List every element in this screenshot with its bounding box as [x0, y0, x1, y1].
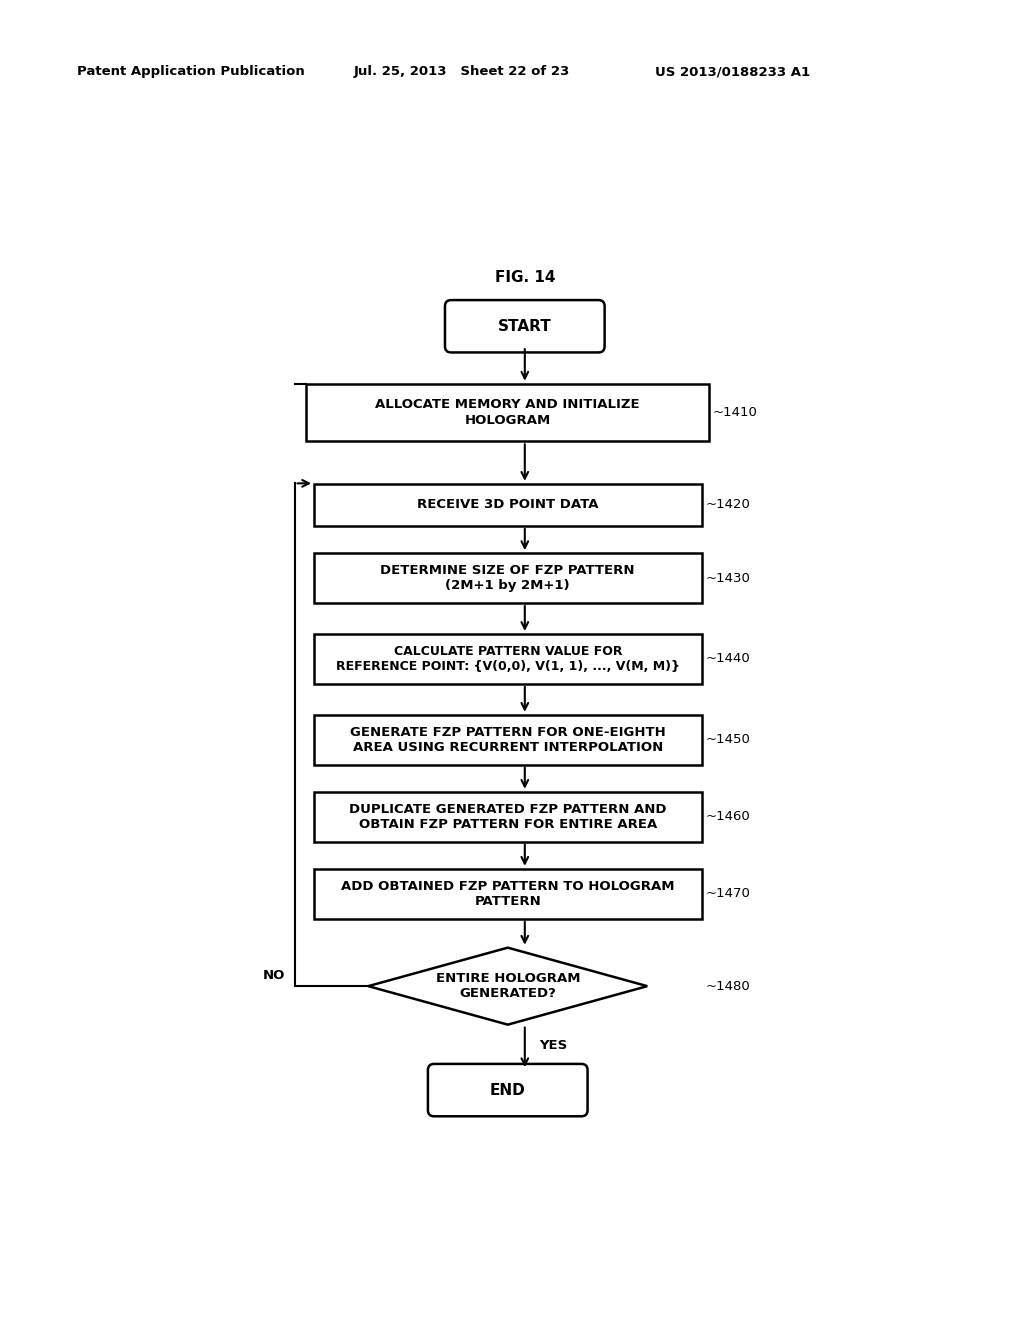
Text: ADD OBTAINED FZP PATTERN TO HOLOGRAM
PATTERN: ADD OBTAINED FZP PATTERN TO HOLOGRAM PAT… — [341, 879, 675, 908]
Bar — [314, 714, 701, 764]
Text: ~1420: ~1420 — [706, 499, 751, 511]
Text: START: START — [498, 318, 552, 334]
FancyBboxPatch shape — [428, 1064, 588, 1117]
Text: ~1460: ~1460 — [706, 810, 751, 824]
Text: FIG. 14: FIG. 14 — [495, 271, 555, 285]
Text: ~1450: ~1450 — [706, 733, 751, 746]
FancyBboxPatch shape — [445, 300, 604, 352]
Bar — [314, 483, 701, 527]
Text: GENERATE FZP PATTERN FOR ONE-EIGHTH
AREA USING RECURRENT INTERPOLATION: GENERATE FZP PATTERN FOR ONE-EIGHTH AREA… — [350, 726, 666, 754]
Text: Jul. 25, 2013   Sheet 22 of 23: Jul. 25, 2013 Sheet 22 of 23 — [353, 66, 569, 78]
Bar — [314, 792, 701, 842]
Text: DETERMINE SIZE OF FZP PATTERN
(2M+1 by 2M+1): DETERMINE SIZE OF FZP PATTERN (2M+1 by 2… — [381, 564, 635, 593]
Text: NO: NO — [263, 969, 286, 982]
Text: RECEIVE 3D POINT DATA: RECEIVE 3D POINT DATA — [417, 499, 598, 511]
Text: Patent Application Publication: Patent Application Publication — [77, 66, 304, 78]
Text: ~1410: ~1410 — [713, 407, 758, 418]
Bar — [314, 634, 701, 684]
Text: ~1470: ~1470 — [706, 887, 751, 900]
Text: ~1430: ~1430 — [706, 572, 751, 585]
Text: US 2013/0188233 A1: US 2013/0188233 A1 — [655, 66, 810, 78]
Text: ~1480: ~1480 — [706, 979, 751, 993]
Text: ALLOCATE MEMORY AND INITIALIZE
HOLOGRAM: ALLOCATE MEMORY AND INITIALIZE HOLOGRAM — [376, 399, 640, 426]
Text: DUPLICATE GENERATED FZP PATTERN AND
OBTAIN FZP PATTERN FOR ENTIRE AREA: DUPLICATE GENERATED FZP PATTERN AND OBTA… — [349, 803, 667, 830]
Text: ENTIRE HOLOGRAM
GENERATED?: ENTIRE HOLOGRAM GENERATED? — [435, 972, 580, 1001]
Bar — [314, 869, 701, 919]
Text: END: END — [489, 1082, 525, 1098]
Text: YES: YES — [539, 1039, 567, 1052]
Text: ~1440: ~1440 — [706, 652, 751, 665]
Text: CALCULATE PATTERN VALUE FOR
REFERENCE POINT: {V(0,0), V(1, 1), ..., V(M, M)}: CALCULATE PATTERN VALUE FOR REFERENCE PO… — [336, 645, 680, 673]
Bar — [306, 384, 710, 441]
Polygon shape — [369, 948, 647, 1024]
Bar — [314, 553, 701, 603]
